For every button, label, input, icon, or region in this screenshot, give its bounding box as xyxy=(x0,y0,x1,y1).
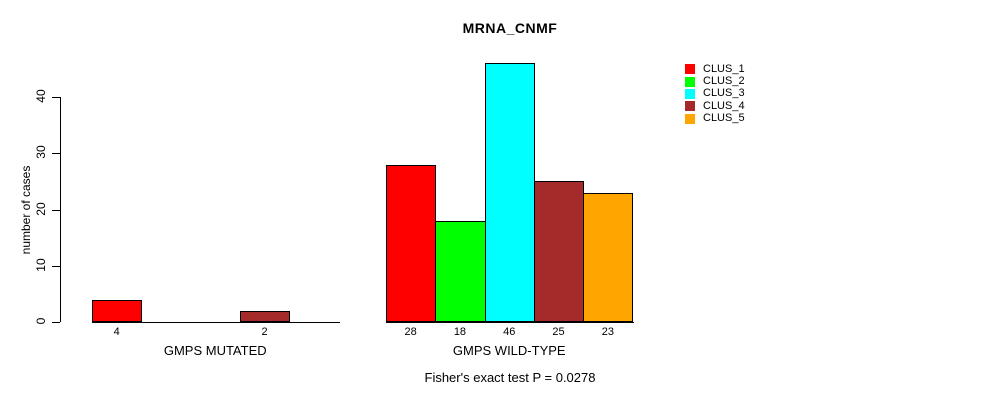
y-tick-mark xyxy=(52,97,60,98)
bar-clus_3 xyxy=(484,63,535,322)
legend-item-clus_5: CLUS_5 xyxy=(685,113,745,125)
legend-item-clus_1: CLUS_1 xyxy=(685,63,745,75)
legend-label: CLUS_3 xyxy=(703,87,745,100)
chart-title: MRNA_CNMF xyxy=(462,20,558,36)
bar-clus_5 xyxy=(583,192,634,322)
footnote-fisher-test: Fisher's exact test P = 0.0278 xyxy=(424,370,596,385)
legend-swatch-clus_1 xyxy=(685,64,695,75)
y-tick-label: 30 xyxy=(34,145,48,159)
bar-value-label: 25 xyxy=(552,326,565,338)
group-baseline xyxy=(386,322,634,323)
y-tick-mark xyxy=(52,209,60,211)
legend-label: CLUS_4 xyxy=(703,99,745,112)
legend-item-clus_3: CLUS_3 xyxy=(685,88,745,100)
y-axis-line xyxy=(60,97,61,322)
y-tick-mark xyxy=(52,322,60,323)
bar-value-label: 18 xyxy=(453,326,467,338)
bar-value-label: 4 xyxy=(113,326,120,338)
bar-value-label: 2 xyxy=(261,326,268,338)
y-tick-label: 10 xyxy=(34,258,48,272)
legend-label: CLUS_1 xyxy=(703,62,745,75)
legend-swatch-clus_4 xyxy=(685,101,695,112)
bar-value-label: 46 xyxy=(503,326,516,338)
y-tick-label: 0 xyxy=(34,317,48,325)
legend-item-clus_2: CLUS_2 xyxy=(685,75,745,87)
y-axis-label: number of cases xyxy=(19,165,33,255)
y-tick-mark xyxy=(52,265,60,267)
legend-label: CLUS_5 xyxy=(703,112,745,125)
legend-swatch-clus_3 xyxy=(685,88,695,99)
x-group-label: GMPS WILD-TYPE xyxy=(452,343,566,358)
bar-clus_4 xyxy=(239,310,291,322)
bar-clus_2 xyxy=(435,220,486,322)
legend-item-clus_4: CLUS_4 xyxy=(685,100,745,112)
legend-label: CLUS_2 xyxy=(703,75,745,88)
legend: CLUS_1 CLUS_2 CLUS_3 CLUS_4 CLUS_5 xyxy=(685,63,745,125)
bar-clus_4 xyxy=(533,181,585,322)
bar-value-label: 23 xyxy=(601,326,614,338)
x-group-label: GMPS MUTATED xyxy=(163,343,267,358)
bar-value-label: 28 xyxy=(404,326,417,338)
bar-clus_1 xyxy=(386,164,437,322)
y-tick-label: 20 xyxy=(34,201,48,216)
group-baseline xyxy=(92,322,340,323)
y-tick-label: 40 xyxy=(34,89,48,103)
bar-clus_1 xyxy=(92,299,143,322)
legend-swatch-clus_5 xyxy=(685,113,695,124)
y-tick-mark xyxy=(52,153,60,155)
legend-swatch-clus_2 xyxy=(685,76,695,87)
